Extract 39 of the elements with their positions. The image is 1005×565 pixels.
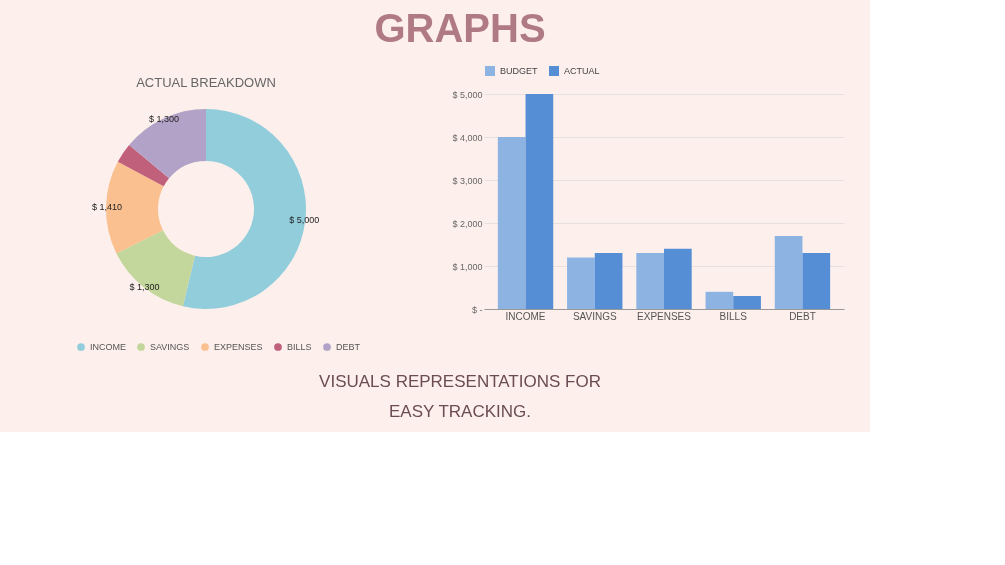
data-label: $ 1,410: [92, 202, 123, 213]
x-tick-label: BILLS: [719, 310, 748, 322]
y-tick-label: $ 4,000: [452, 132, 483, 143]
donut-slice: [129, 109, 206, 179]
donut-slice: [117, 145, 170, 187]
x-tick-label: DEBT: [789, 310, 816, 322]
legend-label: BILLS: [287, 342, 312, 352]
text: VISUALS REPRESENTATIONS FOR: [319, 372, 601, 391]
bar: [802, 253, 831, 309]
bar: [636, 253, 664, 309]
data-label: $ 1,300: [129, 281, 160, 292]
x-tick-label: EXPENSES: [637, 310, 692, 322]
x-tick-label: SAVINGS: [572, 310, 617, 322]
text: EASY TRACKING.: [388, 402, 532, 421]
data-label: $ 1,300: [148, 114, 179, 125]
bar: [774, 235, 803, 309]
y-tick-label: $ 2,000: [452, 218, 483, 229]
y-tick-label: $ 5,000: [452, 89, 483, 100]
data-label: $ 5,000: [289, 215, 320, 226]
bar: [567, 257, 595, 309]
y-tick-label: $ 3,000: [452, 175, 483, 186]
legend-label: EXPENSES: [214, 342, 263, 352]
bar: [594, 253, 623, 309]
x-tick-label: INCOME: [505, 310, 546, 322]
bar: [733, 296, 761, 309]
legend-label: INCOME: [90, 342, 126, 352]
y-tick-label: $ -: [471, 304, 483, 315]
bar: [497, 137, 526, 309]
donut-slice: [116, 230, 195, 307]
legend-label: BUDGET: [500, 66, 539, 76]
bar: [705, 291, 734, 309]
bar: [525, 94, 554, 309]
text: GRAPHS: [374, 6, 546, 50]
legend-label: DEBT: [336, 342, 361, 352]
legend-label: SAVINGS: [150, 342, 190, 352]
bar: [664, 248, 692, 309]
chart-title: ACTUAL BREAKDOWN: [136, 75, 276, 90]
y-tick-label: $ 1,000: [452, 261, 483, 272]
legend-label: ACTUAL: [564, 66, 600, 76]
